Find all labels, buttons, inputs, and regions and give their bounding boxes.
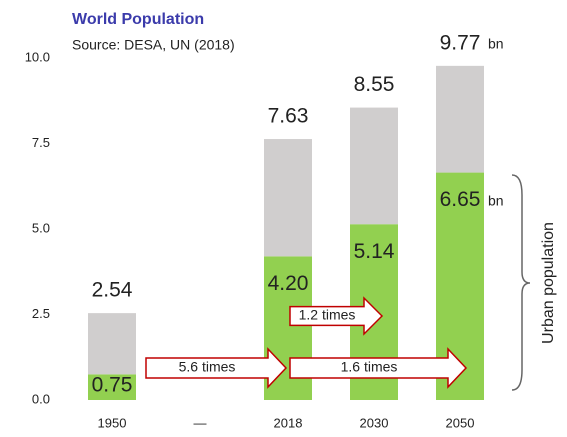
total-label: 8.55 — [354, 73, 395, 96]
arrow — [289, 296, 384, 336]
arrow — [145, 347, 288, 389]
value-label: 0.75 — [92, 374, 133, 397]
arrow — [289, 347, 468, 389]
x-tick-label: 2018 — [274, 415, 303, 430]
bar-segment — [264, 139, 312, 257]
x-tick-label: 2050 — [446, 415, 475, 430]
total-label: 2.54 — [92, 279, 133, 302]
chart-subtitle: Source: DESA, UN (2018) — [72, 37, 235, 53]
y-tick-label: 10.0 — [25, 49, 50, 64]
chart-title: World Population — [72, 11, 204, 28]
y-tick-label: 7.5 — [32, 135, 50, 150]
value-label: 6.65 — [440, 188, 481, 211]
total-label: 7.63 — [268, 105, 309, 128]
annotation: 1.6 times — [341, 359, 398, 375]
unit-label: bn — [488, 192, 504, 208]
unit-label: bn — [488, 36, 504, 52]
x-tick-label: 2030 — [360, 415, 389, 430]
x-tick-label: 1950 — [98, 415, 127, 430]
y-tick-label: 0.0 — [32, 391, 50, 406]
x-tick-label: — — [194, 415, 207, 430]
bar-segment — [88, 374, 136, 400]
value-label: 5.14 — [354, 240, 395, 263]
value-label: 4.20 — [268, 272, 309, 295]
bar-segment — [88, 313, 136, 375]
annotation: 1.2 times — [299, 307, 356, 323]
bracket — [511, 174, 531, 391]
y-tick-label: 2.5 — [32, 306, 50, 321]
bar-segment — [436, 65, 484, 173]
bracket-label: Urban population — [540, 222, 557, 344]
annotation: 5.6 times — [179, 359, 236, 375]
bar-segment — [350, 107, 398, 225]
total-label: 9.77 — [440, 31, 481, 54]
y-tick-label: 5.0 — [32, 220, 50, 235]
